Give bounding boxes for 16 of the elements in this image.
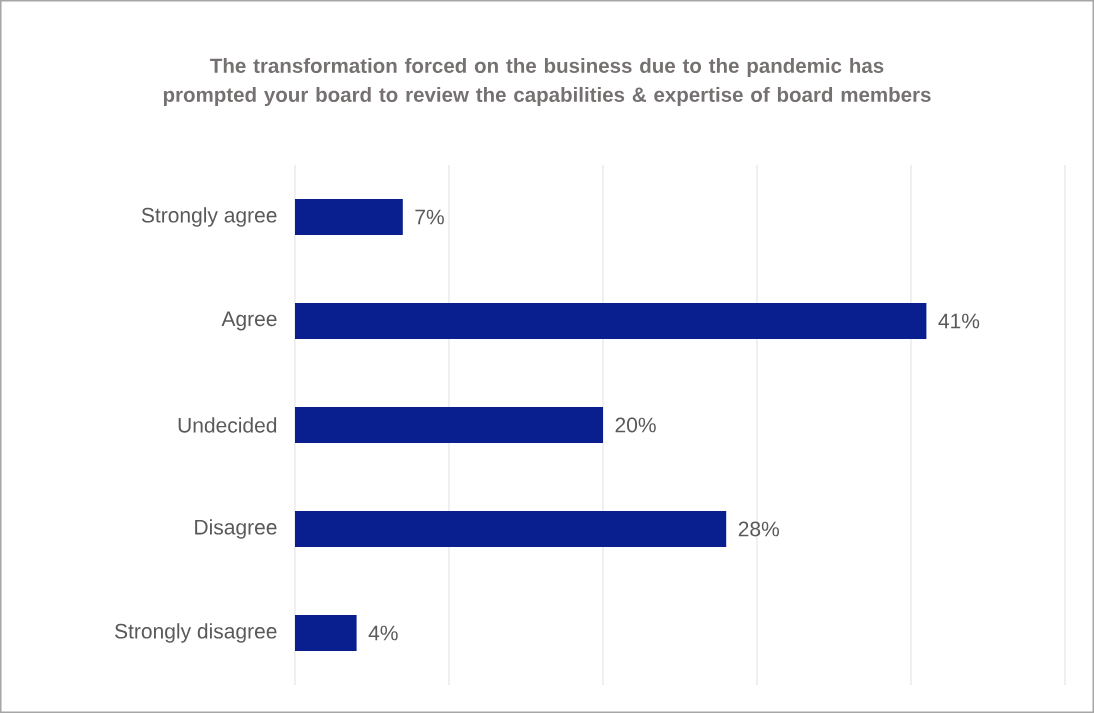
data-label: 41% xyxy=(938,313,980,329)
y-tick-label: Strongly disagree xyxy=(115,623,277,643)
data-label: 7% xyxy=(415,209,444,225)
y-tick-label: Undecided xyxy=(178,417,277,433)
y-tick-label: Agree xyxy=(221,311,277,331)
bar xyxy=(295,198,403,235)
bar xyxy=(295,510,727,547)
y-tick-label: Strongly agree xyxy=(141,207,277,227)
data-label: 28% xyxy=(738,521,779,537)
bar xyxy=(295,406,604,443)
y-tick-label: Disagree xyxy=(195,519,277,539)
chart-title: The transformation forced on the business due to the pandemic has prompted your board to review the capabilities & expertise of board members xyxy=(163,57,931,107)
data-label: 20% xyxy=(615,417,656,433)
bar xyxy=(295,302,927,339)
bar xyxy=(295,614,357,651)
data-label: 4% xyxy=(368,625,398,641)
